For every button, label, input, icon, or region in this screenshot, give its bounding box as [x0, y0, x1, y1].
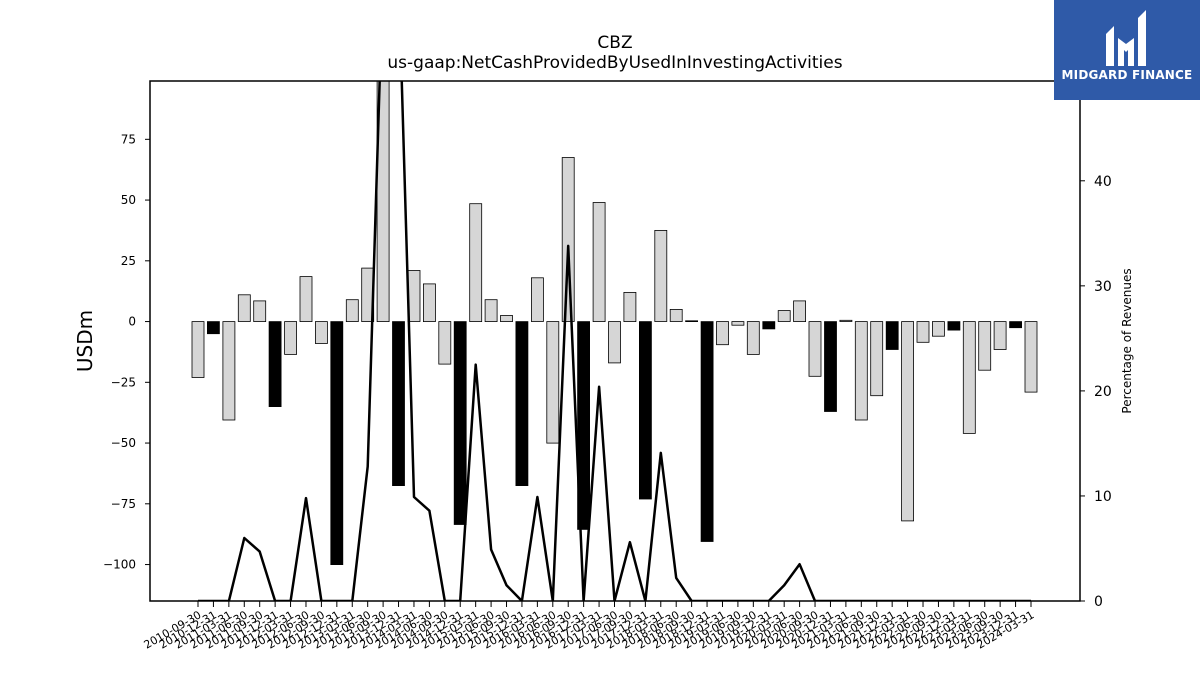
- bar-2022-09-30: [932, 321, 945, 337]
- bar-2016-12-31: [577, 321, 590, 530]
- chart-subtitle: us-gaap:NetCashProvidedByUsedInInvesting…: [387, 53, 842, 73]
- y2-tick-label: 40: [1094, 174, 1112, 190]
- brand-logo: MIDGARD FINANCE: [1054, 0, 1200, 100]
- bar-2012-09-30: [314, 321, 328, 344]
- bar-2012-06-30: [299, 276, 313, 323]
- bar-2022-03-31: [901, 321, 914, 522]
- bar-2015-09-30: [500, 315, 513, 322]
- bar-2020-03-31: [777, 310, 791, 322]
- bar-2021-12-31: [885, 321, 899, 350]
- y2-tick-label: 10: [1094, 489, 1112, 505]
- bar-2020-12-31: [824, 321, 837, 412]
- bar-2019-12-31: [762, 321, 776, 330]
- bar-2016-03-31: [531, 277, 544, 322]
- y2-axis-ticks: 0 10 20 30 40: [1080, 174, 1112, 610]
- bar-2010-12-31: [206, 321, 220, 335]
- bar-2018-09-30: [685, 320, 698, 322]
- y-axis-label: USDm: [73, 310, 97, 372]
- bar-2012-12-31: [330, 321, 344, 566]
- y2-axis-label: Percentage of Revenues: [1120, 268, 1134, 413]
- bar-2015-12-31: [515, 321, 529, 487]
- bar-2014-12-31: [453, 321, 467, 525]
- bar-2018-03-31: [654, 229, 668, 322]
- bar-2023-09-30: [993, 321, 1007, 350]
- y-tick-label: 75: [121, 132, 136, 146]
- brand-name: MIDGARD FINANCE: [1061, 68, 1193, 82]
- bar-2019-09-30: [746, 321, 760, 355]
- bar-2023-06-30: [978, 321, 992, 371]
- bar-2014-09-30: [438, 321, 452, 365]
- bar-2010-09-30: [191, 321, 205, 378]
- y-tick-label: 50: [121, 193, 136, 207]
- bar-2017-03-31: [592, 202, 606, 322]
- bar-2016-06-30: [546, 321, 560, 444]
- bar-2011-06-30: [237, 294, 251, 322]
- midgard-logo-icon: [1106, 10, 1146, 66]
- bar-2014-06-30: [422, 283, 436, 322]
- bar-2021-06-30: [854, 321, 868, 421]
- x-axis-ticks: 2010-09-302010-12-312011-03-312011-06-30…: [142, 601, 1037, 652]
- bar-2012-03-31: [284, 321, 298, 355]
- bar-2024-03-31: [1024, 321, 1038, 393]
- bars-layer: [191, 81, 1038, 566]
- bar-2013-12-31: [392, 321, 405, 487]
- bar-2018-06-30: [669, 308, 683, 322]
- bar-2023-03-31: [962, 321, 976, 434]
- bar-2011-12-31: [268, 321, 282, 408]
- bar-2022-12-31: [947, 321, 961, 331]
- y-tick-label: −100: [103, 558, 136, 572]
- y2-tick-label: 20: [1094, 384, 1112, 400]
- bar-2011-03-31: [222, 321, 236, 421]
- bar-2017-12-31: [639, 321, 652, 500]
- bar-2011-09-30: [253, 300, 267, 322]
- bar-2017-09-30: [623, 291, 637, 322]
- bar-2017-06-30: [608, 321, 621, 364]
- y2-tick-label: 0: [1094, 594, 1103, 610]
- y-tick-label: −75: [111, 497, 136, 511]
- bar-2022-06-30: [916, 321, 930, 343]
- bar-2016-09-30: [561, 157, 575, 322]
- y-tick-label: −25: [111, 375, 136, 389]
- bar-2019-03-31: [716, 321, 729, 346]
- bar-2023-12-31: [1009, 321, 1022, 329]
- bar-2021-09-30: [870, 321, 884, 397]
- bar-2015-06-30: [484, 299, 498, 323]
- y-tick-label: 0: [128, 315, 136, 329]
- bar-2018-12-31: [700, 321, 714, 542]
- bar-2020-06-30: [793, 300, 806, 322]
- y-axis-ticks: −100 −75 −50 −25 0 25 50 75: [103, 132, 150, 572]
- bar-2021-03-31: [839, 319, 853, 322]
- y-tick-label: 25: [121, 254, 136, 268]
- bar-2019-06-30: [731, 321, 745, 326]
- bar-2013-03-31: [345, 299, 359, 323]
- bar-2020-09-30: [808, 321, 822, 377]
- y-tick-label: −50: [111, 436, 136, 450]
- bar-2015-03-31: [469, 203, 483, 322]
- chart-title: CBZ: [597, 33, 632, 53]
- y2-tick-label: 30: [1094, 279, 1112, 295]
